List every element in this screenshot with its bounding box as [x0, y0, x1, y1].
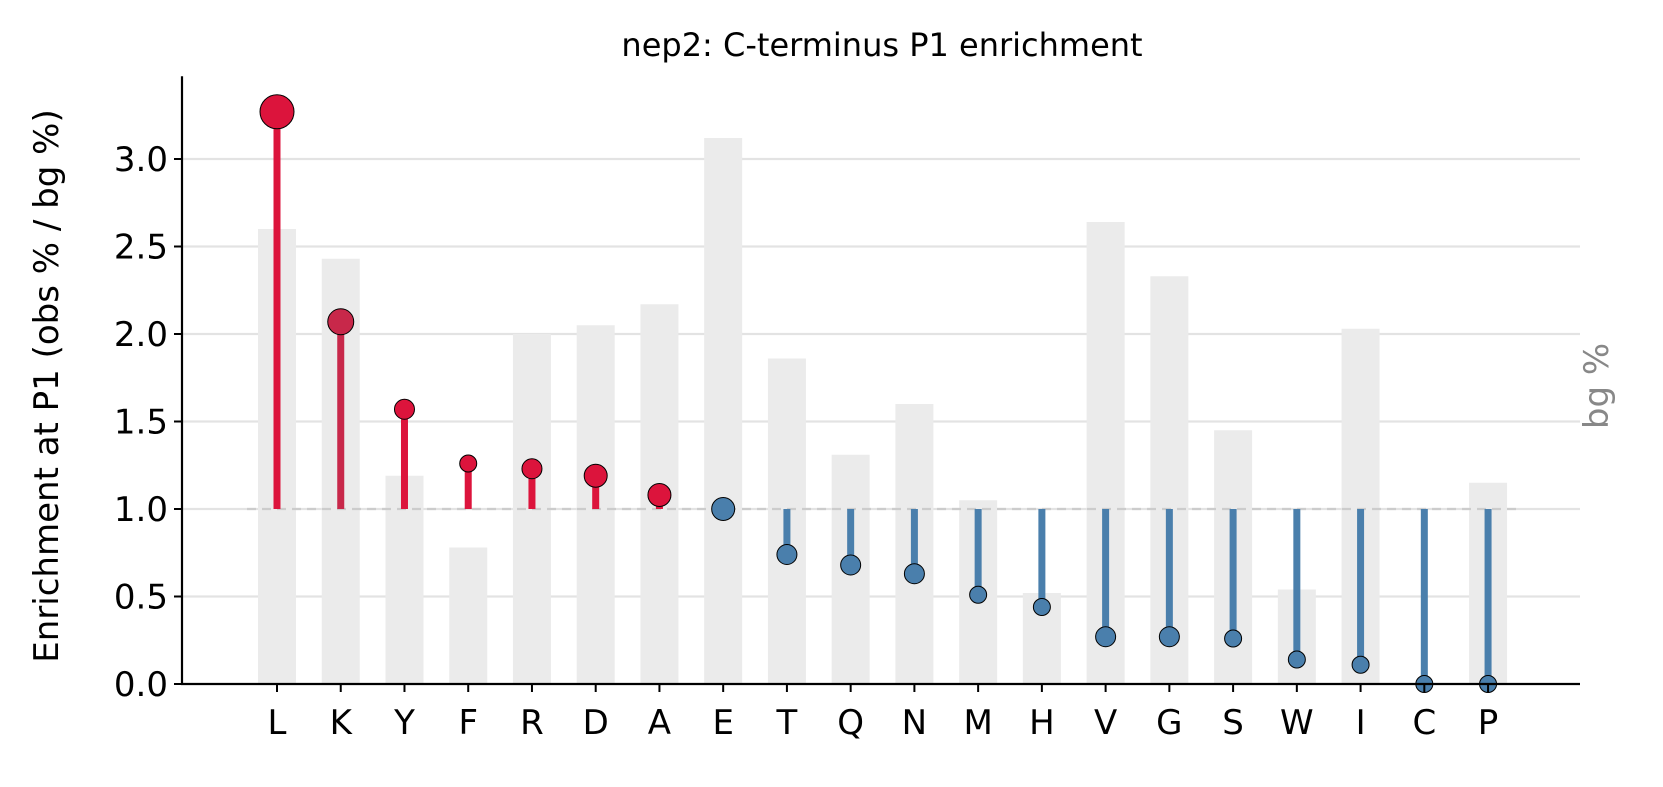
y-tick-label: 2.0 — [114, 315, 168, 355]
stem-K — [337, 321, 345, 509]
x-tick-label-K: K — [330, 703, 354, 743]
y-tick-label: 0.5 — [114, 578, 168, 618]
stem-W — [1293, 509, 1301, 660]
marker-S — [1224, 629, 1243, 648]
y-tick-label: 3.0 — [114, 140, 168, 180]
marker-A — [647, 483, 672, 507]
x-tick-label-S: S — [1222, 703, 1244, 743]
stem-Q — [847, 509, 855, 565]
marker-T — [776, 544, 798, 565]
x-tick-label-A: A — [648, 703, 671, 743]
stem-C — [1420, 509, 1428, 684]
y-tick-label: 1.5 — [114, 403, 168, 443]
bg-bar-E — [704, 138, 743, 684]
axes — [180, 76, 1580, 686]
marker-R — [521, 458, 543, 480]
y-tick-label: 1.0 — [114, 490, 168, 530]
marker-V — [1095, 626, 1117, 648]
x-tick-label-F: F — [458, 703, 478, 743]
x-tick-label-P: P — [1478, 703, 1499, 743]
background-bars — [258, 138, 1508, 684]
x-tick-label-T: T — [776, 703, 798, 743]
x-tick-label-Q: Q — [837, 703, 864, 743]
stem-R — [528, 468, 536, 509]
stem-F — [464, 463, 472, 509]
marker-E — [711, 497, 736, 521]
marker-I — [1351, 655, 1370, 674]
marker-G — [1158, 626, 1180, 648]
secondary-y-axis-label: bg % — [1577, 343, 1617, 429]
marker-M — [969, 585, 988, 604]
stem-P — [1484, 509, 1492, 684]
x-tick-label-M: M — [963, 703, 992, 743]
stem-S — [1229, 509, 1237, 639]
chart-title: nep2: C-terminus P1 enrichment — [621, 26, 1142, 64]
x-tick-label-G: G — [1156, 703, 1182, 743]
bg-bar-F — [449, 547, 488, 684]
bg-bar-Y — [385, 475, 424, 684]
y-axis-label: Enrichment at P1 (obs % / bg %) — [27, 109, 67, 662]
stem-L — [273, 111, 281, 509]
stem-D — [592, 475, 600, 509]
x-tick-label-L: L — [268, 703, 287, 743]
x-tick-label-R: R — [520, 703, 544, 743]
marker-F — [459, 454, 478, 473]
y-ticks: 0.0 0.5 1.0 1.5 2.0 2.5 3.0 — [114, 140, 182, 705]
marker-H — [1032, 598, 1051, 616]
marker-N — [903, 563, 925, 585]
marker-Y — [393, 398, 415, 420]
x-tick-label-H: H — [1029, 703, 1055, 743]
x-tick-label-Y: Y — [393, 703, 415, 743]
stems — [273, 111, 1492, 684]
marker-K — [327, 308, 355, 336]
marker-Q — [840, 554, 862, 576]
x-tick-label-D: D — [583, 703, 609, 743]
marker-D — [583, 463, 608, 488]
stem-I — [1357, 509, 1365, 665]
marker-L — [259, 94, 295, 130]
x-tick-label-V: V — [1094, 703, 1117, 743]
x-tick-label-W: W — [1280, 703, 1314, 743]
stem-T — [783, 509, 791, 555]
y-tick-label: 2.5 — [114, 228, 168, 268]
stem-N — [910, 509, 918, 574]
stem-H — [1038, 509, 1046, 607]
stem-M — [974, 509, 982, 595]
stem-V — [1102, 509, 1110, 637]
x-tick-label-C: C — [1412, 703, 1436, 743]
x-tick-label-E: E — [712, 703, 733, 743]
stem-Y — [400, 409, 408, 509]
marker-W — [1287, 650, 1306, 669]
x-tick-label-N: N — [902, 703, 927, 743]
y-tick-label: 0.0 — [114, 665, 168, 705]
stem-G — [1165, 509, 1173, 637]
x-tick-label-I: I — [1356, 703, 1366, 743]
